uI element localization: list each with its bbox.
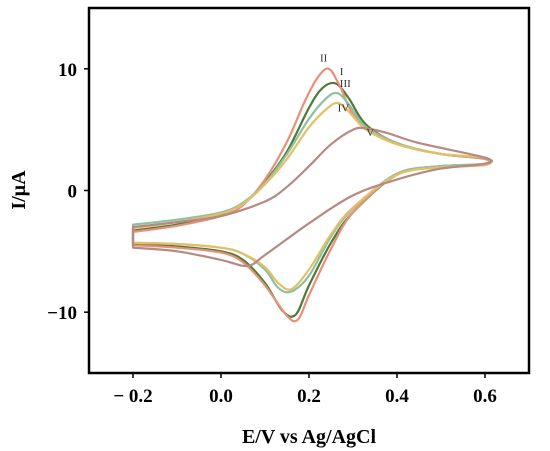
x-tick-label: 0.6 [473, 386, 497, 407]
x-tick-label: − 0.2 [113, 386, 152, 407]
series-line-ii [131, 67, 492, 323]
plot-frame [87, 6, 531, 375]
x-tick-label: 0.0 [209, 386, 233, 407]
curves-group [131, 67, 493, 323]
y-axis-label: I/μA [8, 170, 30, 210]
series-line-i [131, 81, 492, 318]
curve-label-v: V [366, 127, 374, 139]
curve-label-iii: III [340, 78, 351, 90]
x-tick-label: 0.4 [385, 386, 409, 407]
curve-label-iv: IV [338, 102, 350, 114]
y-tick-label: 10 [58, 60, 77, 81]
curve-label-i: I [340, 66, 344, 78]
x-axis-ticks: − 0.2 0.0 0.2 0.4 0.6 [113, 373, 497, 407]
y-tick-label: −10 [47, 303, 77, 324]
series-line-iv [131, 101, 492, 291]
y-tick-label: 0 [68, 182, 78, 203]
curve-label-ii: II [320, 53, 328, 65]
y-axis-ticks: 10 0 −10 [47, 60, 89, 324]
x-tick-label: 0.2 [297, 386, 321, 407]
series-line-v [131, 126, 493, 268]
x-axis-label: E/V vs Ag/AgCl [242, 426, 377, 448]
